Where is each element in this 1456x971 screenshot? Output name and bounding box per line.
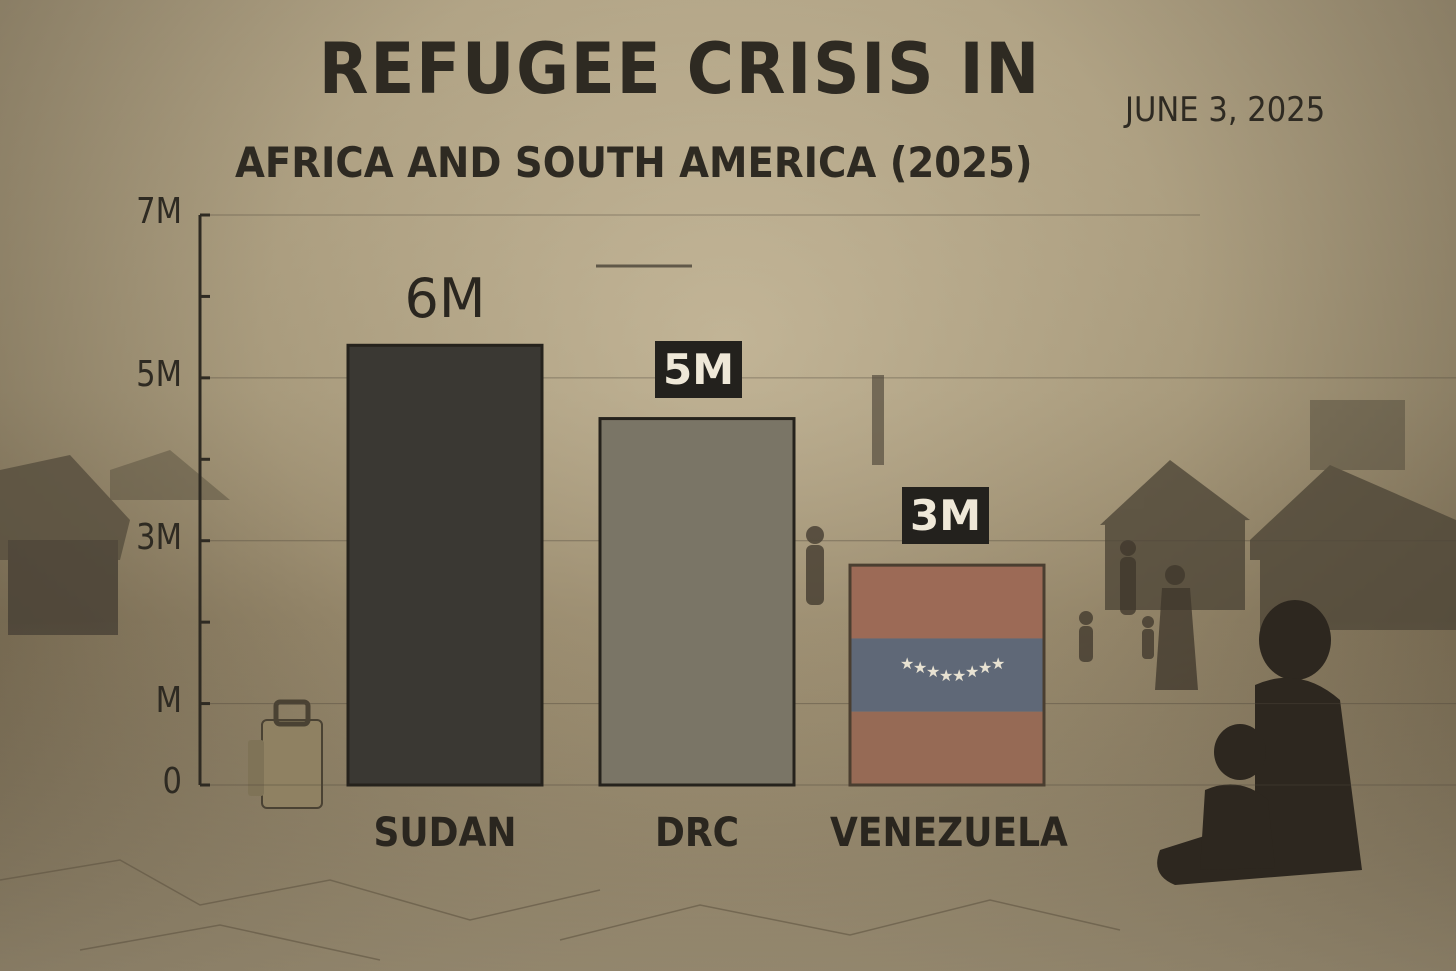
- value-label: 3M: [902, 487, 990, 545]
- hut-right-icon: [1100, 400, 1456, 630]
- bar-venezuela: ★★★★★★★★: [848, 563, 1046, 787]
- flag-star-icon: ★: [900, 654, 914, 673]
- flag-star-icon: ★: [939, 666, 953, 685]
- value-label: 6M: [404, 267, 486, 331]
- flag-star-icon: ★: [913, 658, 927, 677]
- x-category-label: SUDAN: [373, 810, 517, 856]
- flag-star-icon: ★: [991, 654, 1005, 673]
- flag-stripe: [850, 565, 1044, 639]
- flag-star-icon: ★: [952, 666, 966, 685]
- smokestack-icon: [872, 375, 884, 465]
- bars-group: ★★★★★★★★: [346, 343, 1046, 787]
- jerrycan-icon: [248, 699, 323, 809]
- y-tick-label: 3M: [136, 516, 182, 558]
- y-axis: [198, 213, 210, 787]
- flag-stripe: [850, 638, 1044, 712]
- flag-star-icon: ★: [926, 662, 940, 681]
- chart-subtitle: AFRICA AND SOUTH AMERICA (2025): [235, 138, 1033, 187]
- y-tick-label: 5M: [136, 353, 182, 395]
- cracked-ground: [0, 859, 1121, 961]
- people-silhouettes: [806, 526, 1198, 690]
- value-label: 5M: [655, 340, 743, 398]
- y-tick-label: 0: [162, 761, 182, 802]
- flag-stripe: [850, 711, 1044, 785]
- y-tick-label: M: [155, 679, 182, 721]
- chart-date: JUNE 3, 2025: [1125, 90, 1326, 130]
- bar-sudan: [346, 343, 544, 787]
- flag-star-icon: ★: [965, 662, 979, 681]
- flag-star-icon: ★: [978, 658, 992, 677]
- chart-title: REFUGEE CRISIS IN: [318, 28, 1042, 110]
- x-category-label: DRC: [654, 810, 740, 856]
- y-tick-label: 7M: [136, 191, 182, 232]
- tent-left-icon: [0, 450, 230, 635]
- bar-drc: [598, 417, 796, 787]
- children-silhouette-icon: [1157, 600, 1362, 885]
- x-category-label: VENEZUELA: [830, 810, 1068, 856]
